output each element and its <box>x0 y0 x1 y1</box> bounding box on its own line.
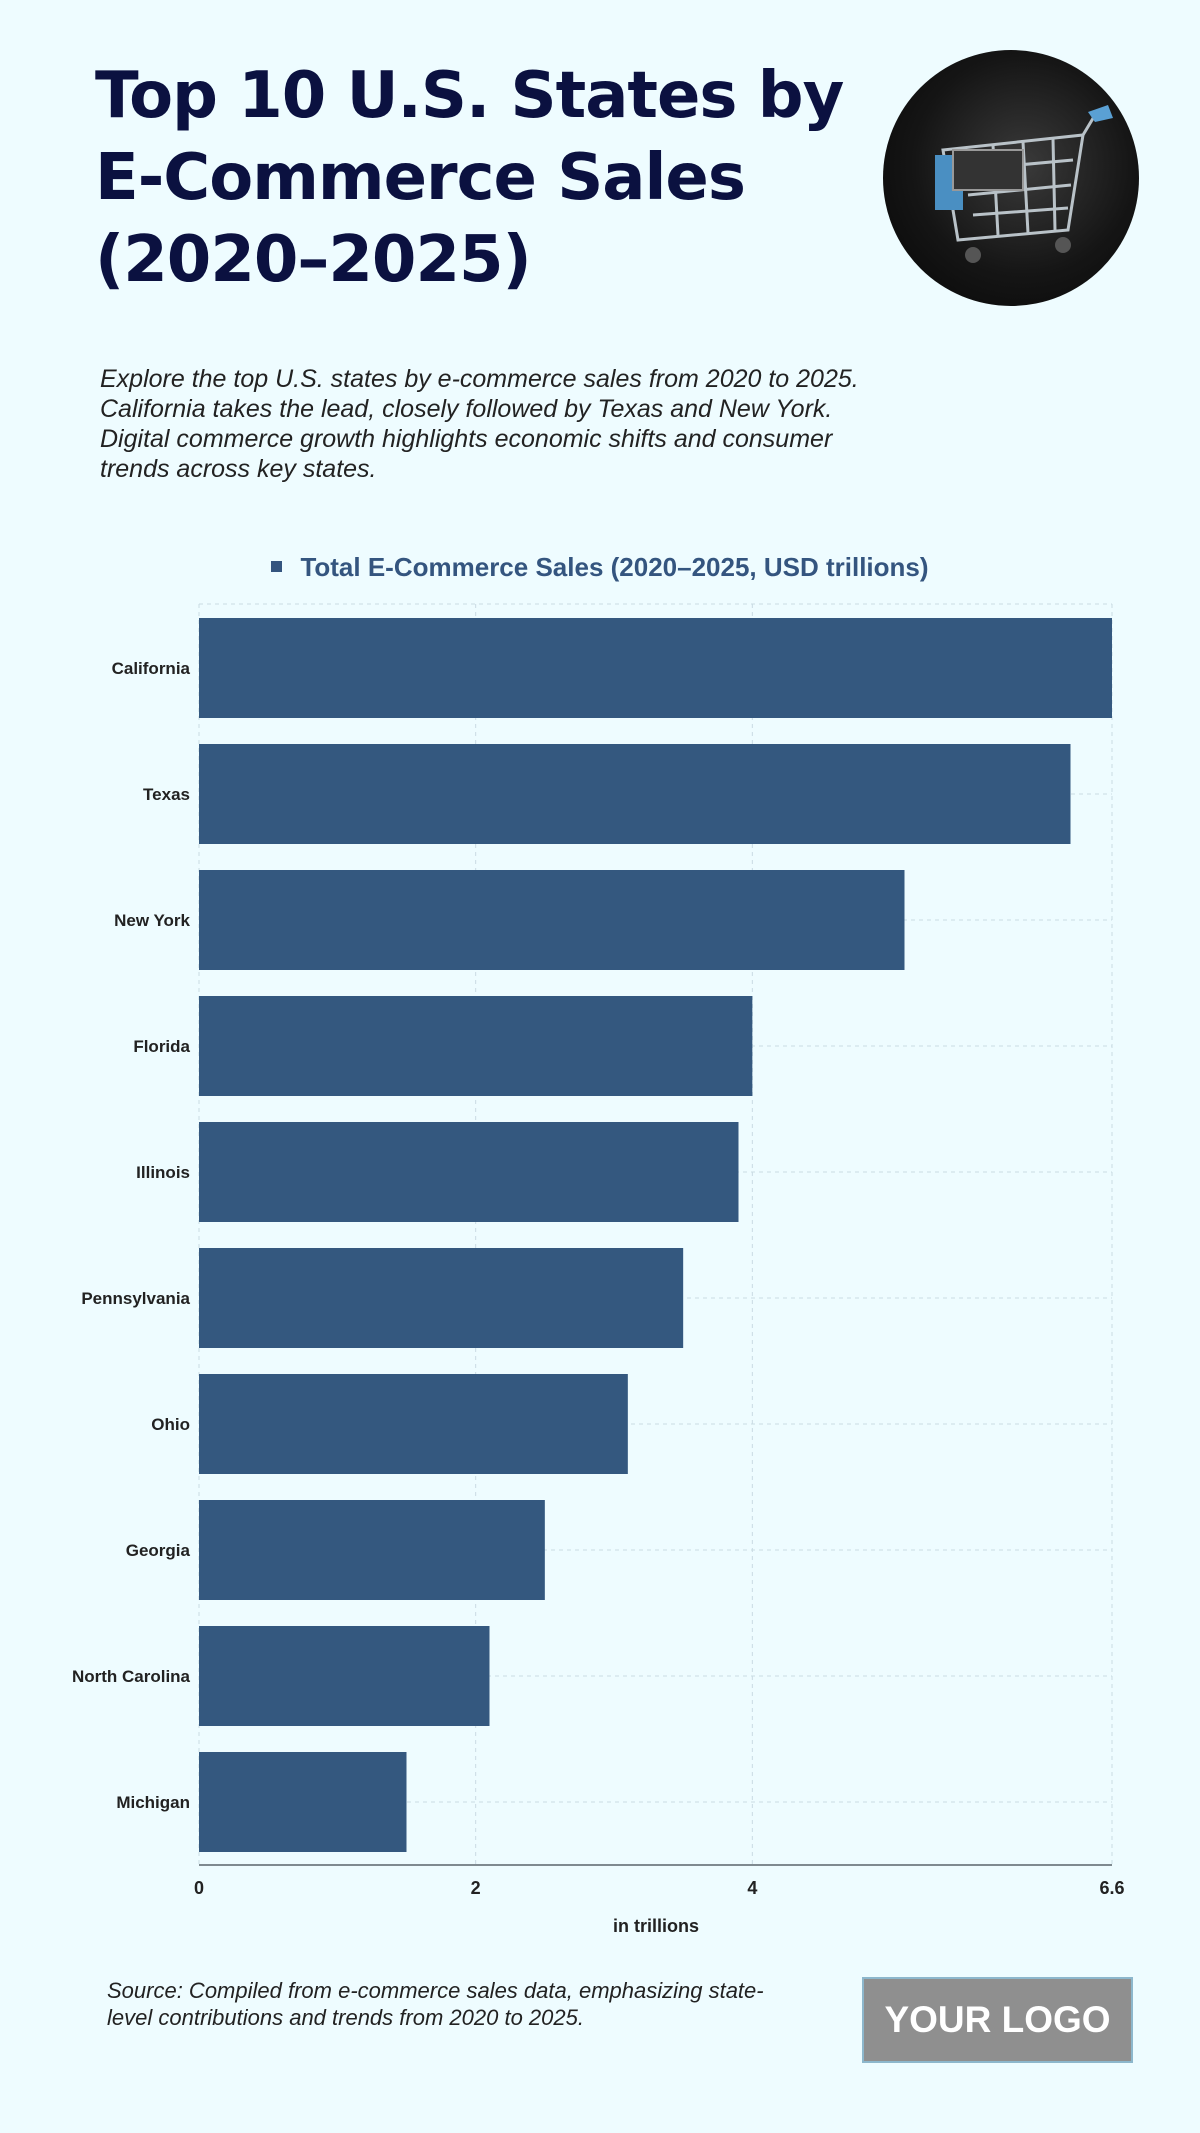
bar-north-carolina <box>199 1626 490 1726</box>
source-note: Source: Compiled from e-commerce sales d… <box>107 1978 764 2030</box>
x-tick-label: 4 <box>747 1878 757 1898</box>
bar-florida <box>199 996 753 1096</box>
x-tick-label: 0 <box>194 1878 204 1898</box>
category-label: Florida <box>133 1037 190 1056</box>
legend-swatch <box>271 560 283 572</box>
category-label: Georgia <box>126 1541 191 1560</box>
bar-michigan <box>199 1752 407 1852</box>
category-label: New York <box>114 911 190 930</box>
bar-texas <box>199 744 1071 844</box>
x-axis-label: in trillions <box>612 1916 699 1936</box>
bar-california <box>199 618 1112 718</box>
page-title: Top 10 U.S. States by E-Commerce Sales (… <box>95 59 844 297</box>
x-tick-label: 2 <box>471 1878 481 1898</box>
category-label: North Carolina <box>72 1667 191 1686</box>
bar-pennsylvania <box>199 1248 684 1348</box>
category-label: California <box>112 659 191 678</box>
bar-georgia <box>199 1500 545 1600</box>
x-tick-label: 6.6 <box>1099 1878 1124 1898</box>
logo-placeholder: YOUR LOGO <box>862 1977 1133 2063</box>
bar-illinois <box>199 1122 739 1222</box>
chart-legend: Total E-Commerce Sales (2020–2025, USD t… <box>0 552 1200 583</box>
bar-ohio <box>199 1374 628 1474</box>
category-label: Michigan <box>116 1793 190 1812</box>
bar-new-york <box>199 870 905 970</box>
category-label: Ohio <box>151 1415 190 1434</box>
legend-label: Total E-Commerce Sales (2020–2025, USD t… <box>300 552 929 582</box>
category-label: Illinois <box>136 1163 190 1182</box>
bar-chart: 0 2 4 6.6 California Texas New York Florida Illi… <box>72 603 1125 1898</box>
subtitle: Explore the top U.S. states by e-commerc… <box>100 365 859 483</box>
shopping-cart-photo <box>883 50 1139 306</box>
category-label: Texas <box>143 785 190 804</box>
category-label: Pennsylvania <box>81 1289 190 1308</box>
